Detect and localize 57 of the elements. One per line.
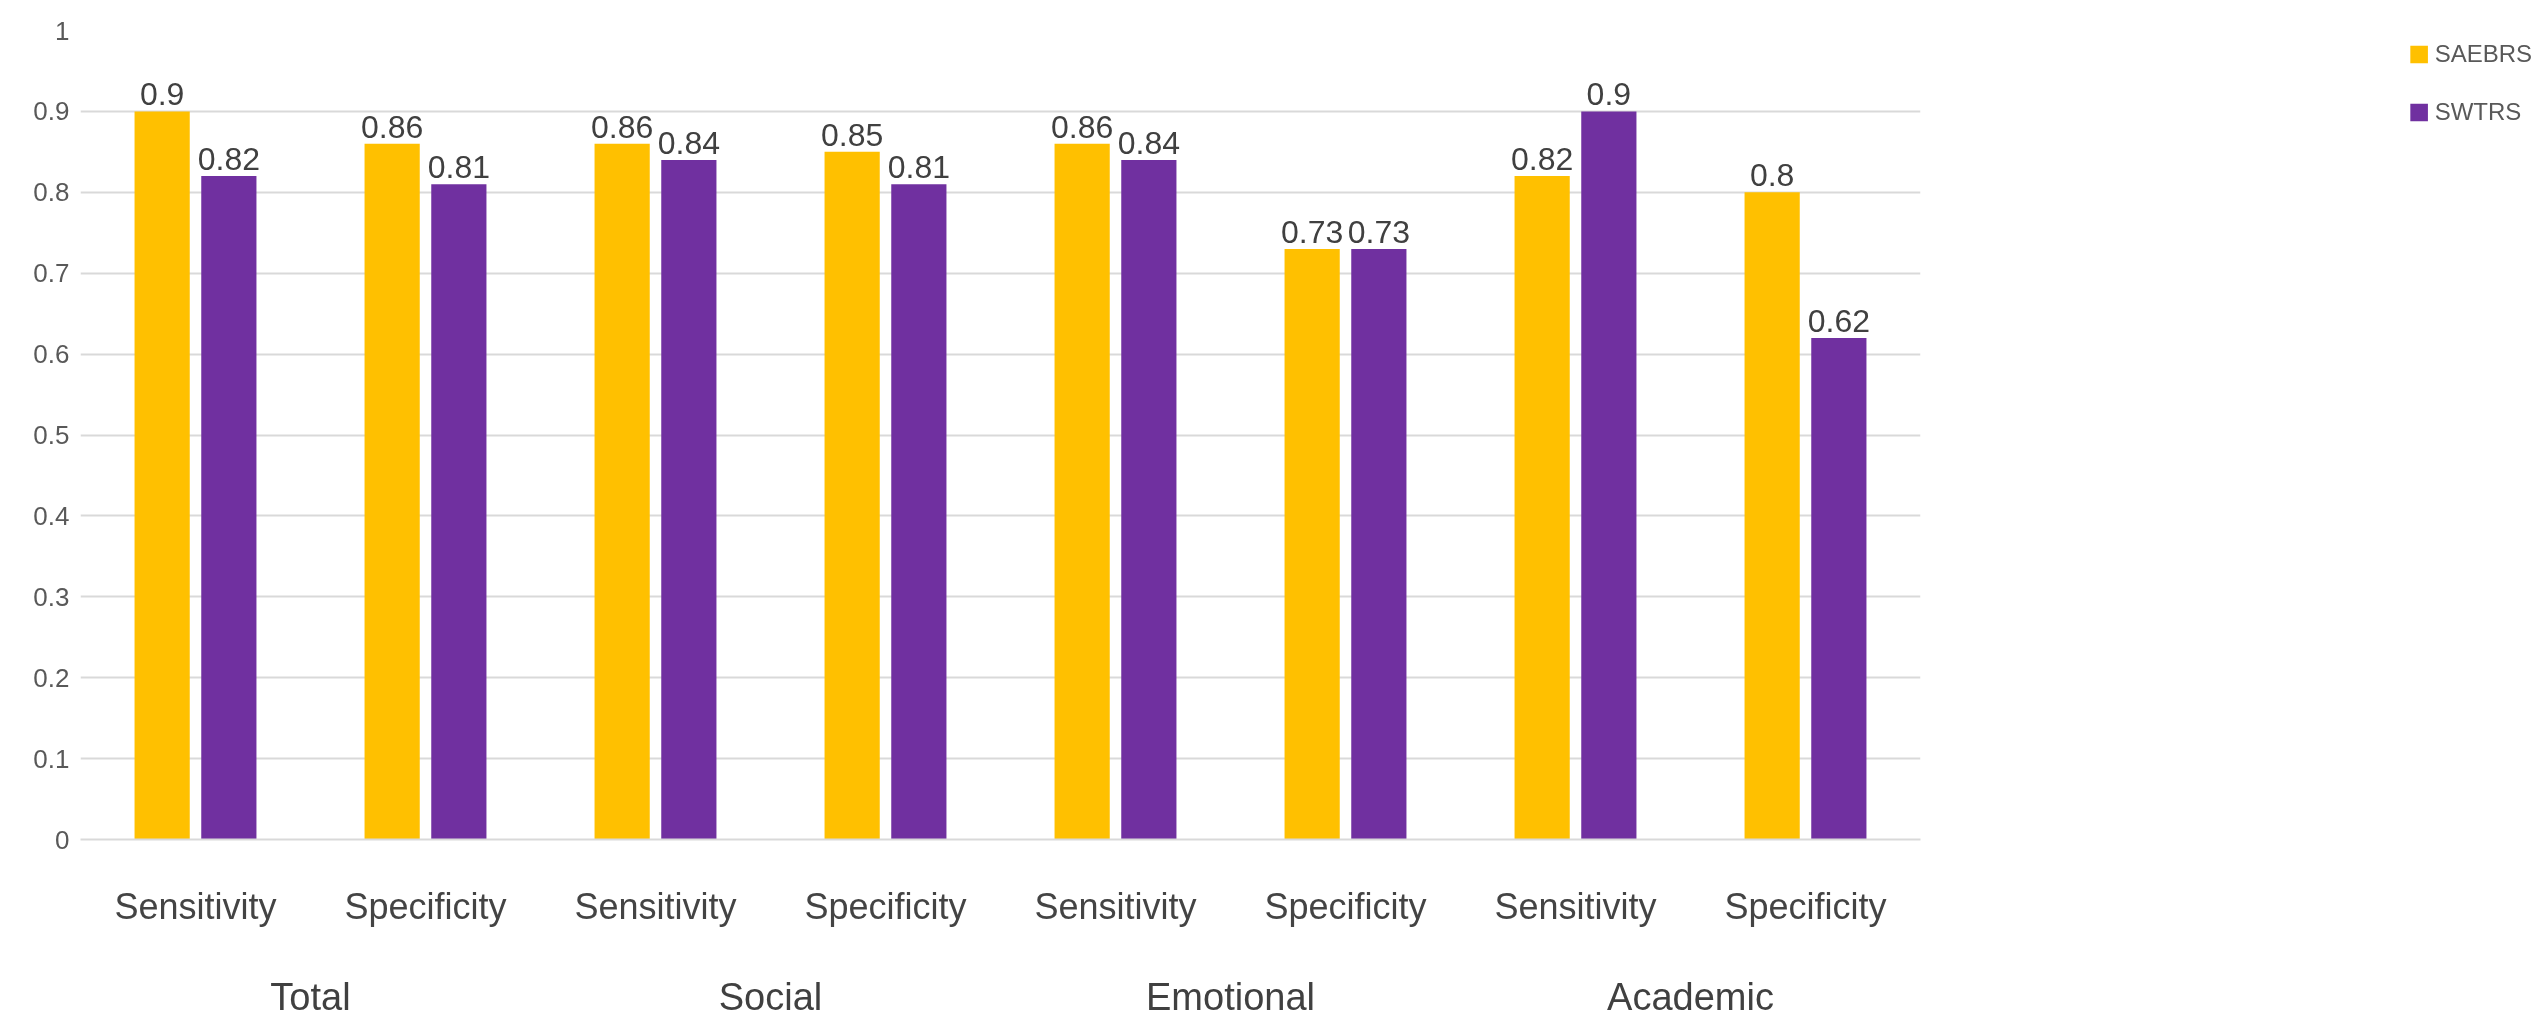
text: Total [270,975,351,1018]
x-tick-label: Sensitivity [1494,885,1657,927]
y-tick-label: 0.9 [33,96,70,127]
x-tick-label: Specificity [804,885,967,927]
x-tick-label: Sensitivity [574,885,737,927]
data-label: 0.86 [361,108,424,145]
bar [1514,176,1570,840]
x-tick-label: Specificity [1724,885,1887,927]
data-label: 0.9 [139,76,185,113]
bar [1351,248,1407,840]
y-tick-label: 0.6 [33,339,70,370]
data-label: 0.62 [1807,302,1870,339]
data-label: 0.86 [591,108,654,145]
bar [661,159,717,840]
y-tick-label: 0.1 [33,743,70,774]
bar [824,151,880,840]
data-label: 0.85 [821,116,884,153]
y-tick-label: 0.8 [33,177,70,208]
y-tick-label: 0 [55,824,70,855]
data-label: 0.82 [197,141,260,178]
text: Social [718,975,823,1018]
bar [134,111,190,840]
bar [1811,337,1867,840]
data-label: 0.81 [427,149,490,186]
data-label: 0.73 [1281,213,1344,250]
y-tick-label: 0.2 [33,662,70,693]
bar [594,143,650,840]
data-label: 0.82 [1511,141,1574,178]
x-tick-label: Sensitivity [1034,885,1197,927]
bar [1581,111,1637,840]
bar [431,184,487,840]
bar [364,143,420,840]
legend-label: SAEBRS [2434,40,2532,68]
text: Emotional [1146,975,1315,1018]
data-label: 0.9 [1586,76,1632,113]
data-label: 0.84 [1117,124,1180,161]
x-tick-label: Specificity [1264,885,1427,927]
x-tick-label: Sensitivity [114,885,277,927]
data-label: 0.8 [1749,157,1795,194]
y-tick-label: 1 [55,15,70,46]
bar [891,184,947,840]
data-label: 0.84 [657,124,720,161]
y-tick-label: 0.5 [33,420,70,450]
bar [1054,143,1110,840]
legend-label: SWTRS [2434,98,2522,126]
bar [1744,192,1800,840]
y-tick-label: 0.4 [33,500,70,531]
bar [1284,248,1340,840]
data-label: 0.81 [887,149,950,186]
bar [201,176,257,840]
x-tick-label: Specificity [344,885,507,927]
y-tick-label: 0.7 [33,258,70,289]
text: Academic [1607,975,1774,1018]
y-tick-label: 0.3 [33,581,70,612]
data-label: 0.73 [1347,213,1410,250]
data-label: 0.86 [1051,108,1114,145]
bar [1121,159,1177,840]
